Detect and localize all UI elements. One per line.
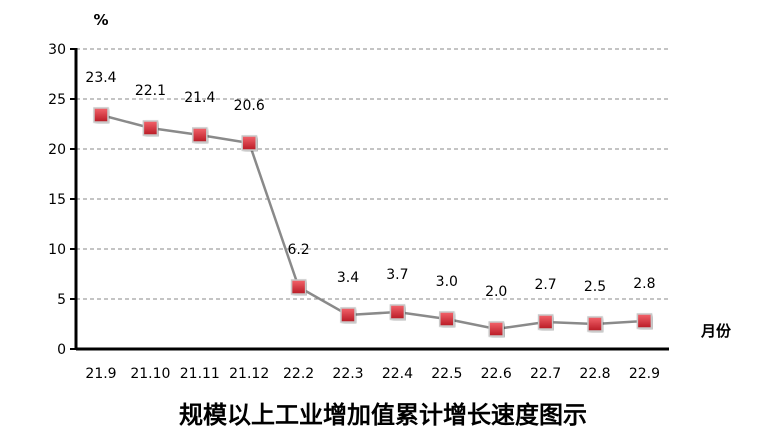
x-tick-label: 22.4 xyxy=(382,366,413,382)
data-label: 23.4 xyxy=(85,70,116,86)
data-point-marker xyxy=(340,307,356,323)
y-tick-label: 15 xyxy=(48,192,66,208)
y-tick-label: 10 xyxy=(48,242,66,258)
y-tick-label: 25 xyxy=(48,92,66,108)
data-point-marker xyxy=(488,321,504,337)
data-point-marker xyxy=(142,120,159,136)
x-tick-label: 22.9 xyxy=(629,366,660,382)
data-label: 2.7 xyxy=(534,277,556,293)
x-tick-label: 22.6 xyxy=(481,366,512,382)
x-tick-label: 21.11 xyxy=(180,366,220,382)
data-point-marker xyxy=(290,279,307,295)
y-tick-label: 30 xyxy=(48,42,66,58)
x-tick-label: 22.3 xyxy=(332,366,363,382)
y-tick-label: 0 xyxy=(57,342,66,358)
data-point-marker xyxy=(93,107,109,123)
data-point-marker xyxy=(636,313,653,329)
data-label: 21.4 xyxy=(184,90,215,106)
x-tick-label: 22.8 xyxy=(579,366,610,382)
y-tick-label: 20 xyxy=(48,142,66,158)
data-point-marker xyxy=(587,316,603,332)
chart-title: 规模以上工业增加值累计增长速度图示 xyxy=(179,400,587,429)
data-label: 3.4 xyxy=(337,270,359,286)
series-line xyxy=(100,113,645,331)
data-point-marker xyxy=(192,127,208,143)
y-axis-unit: % xyxy=(93,11,108,29)
y-tick-label: 5 xyxy=(57,292,66,308)
data-label: 2.0 xyxy=(485,284,507,300)
data-label: 2.8 xyxy=(633,276,655,292)
x-tick-label: 21.10 xyxy=(130,366,170,382)
data-label: 22.1 xyxy=(135,83,166,99)
x-tick-label: 21.9 xyxy=(85,366,116,382)
data-point-marker xyxy=(389,304,406,320)
x-tick-label: 22.7 xyxy=(530,366,561,382)
data-point-marker xyxy=(439,311,455,327)
data-label: 3.0 xyxy=(436,274,458,290)
x-tick-label: 22.5 xyxy=(431,366,462,382)
data-point-marker xyxy=(537,314,554,330)
data-label: 2.5 xyxy=(584,279,606,295)
x-tick-label: 22.2 xyxy=(283,366,314,382)
x-axis-unit: 月份 xyxy=(700,322,732,340)
data-label: 20.6 xyxy=(234,98,265,114)
data-point-marker xyxy=(241,135,257,151)
x-tick-label: 21.12 xyxy=(229,366,269,382)
data-label: 6.2 xyxy=(287,242,309,258)
data-label: 3.7 xyxy=(386,267,408,283)
